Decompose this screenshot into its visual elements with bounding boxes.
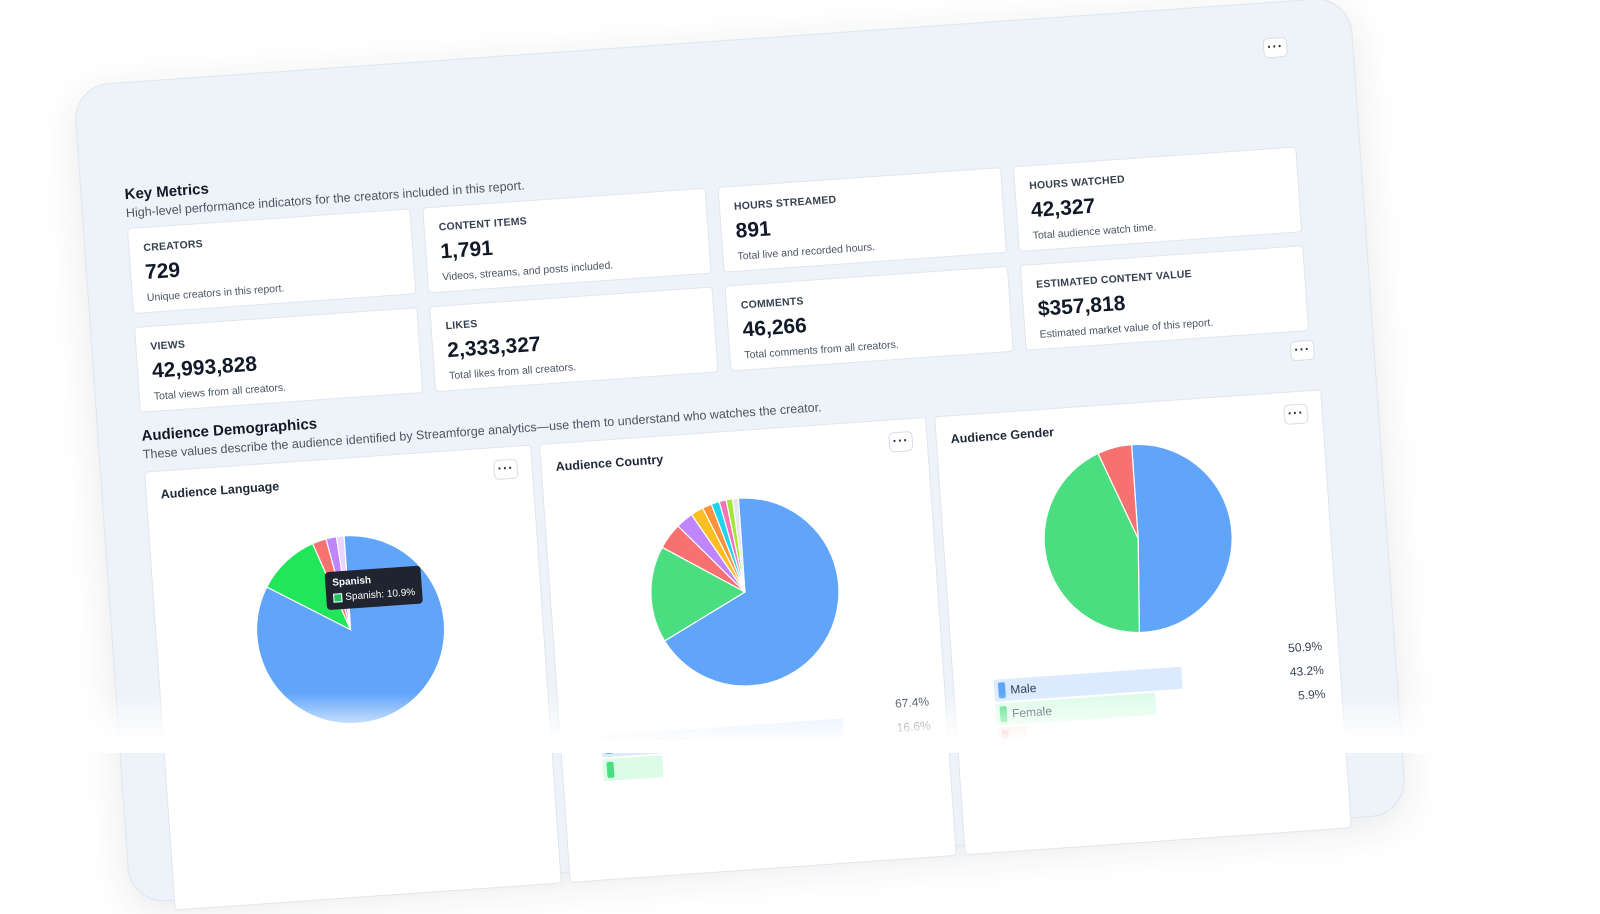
country-menu-button[interactable]: ···	[888, 430, 914, 453]
country-pie-chart	[648, 492, 845, 692]
legend-percent: 43.2%	[1289, 662, 1325, 680]
more-icon: ···	[892, 431, 910, 448]
gender-pie-chart	[1038, 438, 1238, 639]
tooltip-value: Spanish: 10.9%	[344, 587, 416, 603]
language-pie-chart	[256, 535, 446, 725]
gender-menu-button[interactable]: ···	[1283, 403, 1309, 425]
more-icon: ···	[1287, 404, 1305, 421]
audience-country-card: Audience Country ··· United States 67.4% 1…	[539, 416, 957, 883]
legend-percent: 67.4%	[894, 694, 930, 711]
legend-swatch	[997, 682, 1006, 699]
dashboard-stage: ··· Key Metrics High-level performance i…	[72, 0, 1408, 911]
language-tooltip: Spanish Spanish: 10.9%	[324, 565, 423, 611]
key-metrics-menu-button[interactable]: ···	[1262, 36, 1288, 59]
audience-gender-card: Audience Gender ··· Male 50.9% Female 43.2%…	[934, 389, 1352, 856]
more-icon: ···	[497, 459, 515, 476]
legend-swatch	[1001, 729, 1010, 747]
more-icon: ···	[1293, 340, 1311, 357]
legend-swatch	[999, 706, 1008, 723]
legend-label: Female	[1011, 703, 1053, 721]
legend-percent: 16.6%	[896, 718, 932, 735]
card-title: Audience Gender	[950, 425, 1055, 447]
legend-percent: 5.9%	[1297, 686, 1326, 703]
country-slice-9[interactable]	[731, 497, 746, 593]
country-slice-1[interactable]	[648, 542, 748, 642]
card-title: Audience Country	[555, 452, 664, 474]
legend-percent: 50.9%	[1287, 638, 1323, 656]
gender-slice-2[interactable]	[1097, 444, 1139, 541]
tooltip-swatch	[333, 593, 343, 603]
legend-swatch	[604, 737, 613, 755]
country-slice-0[interactable]	[655, 492, 845, 692]
gender-slice-1[interactable]	[1038, 451, 1144, 639]
language-menu-button[interactable]: ···	[493, 458, 519, 481]
more-icon: ···	[1266, 37, 1284, 54]
legend-label: Male	[1009, 680, 1037, 697]
gender-slice-0[interactable]	[1126, 438, 1238, 634]
card-title: Audience Language	[160, 479, 280, 502]
audience-demographics-menu-button[interactable]: ···	[1289, 339, 1316, 362]
audience-language-card: Audience Language ··· Spanish Spanish: 1…	[144, 444, 562, 911]
legend-swatch	[606, 761, 615, 779]
